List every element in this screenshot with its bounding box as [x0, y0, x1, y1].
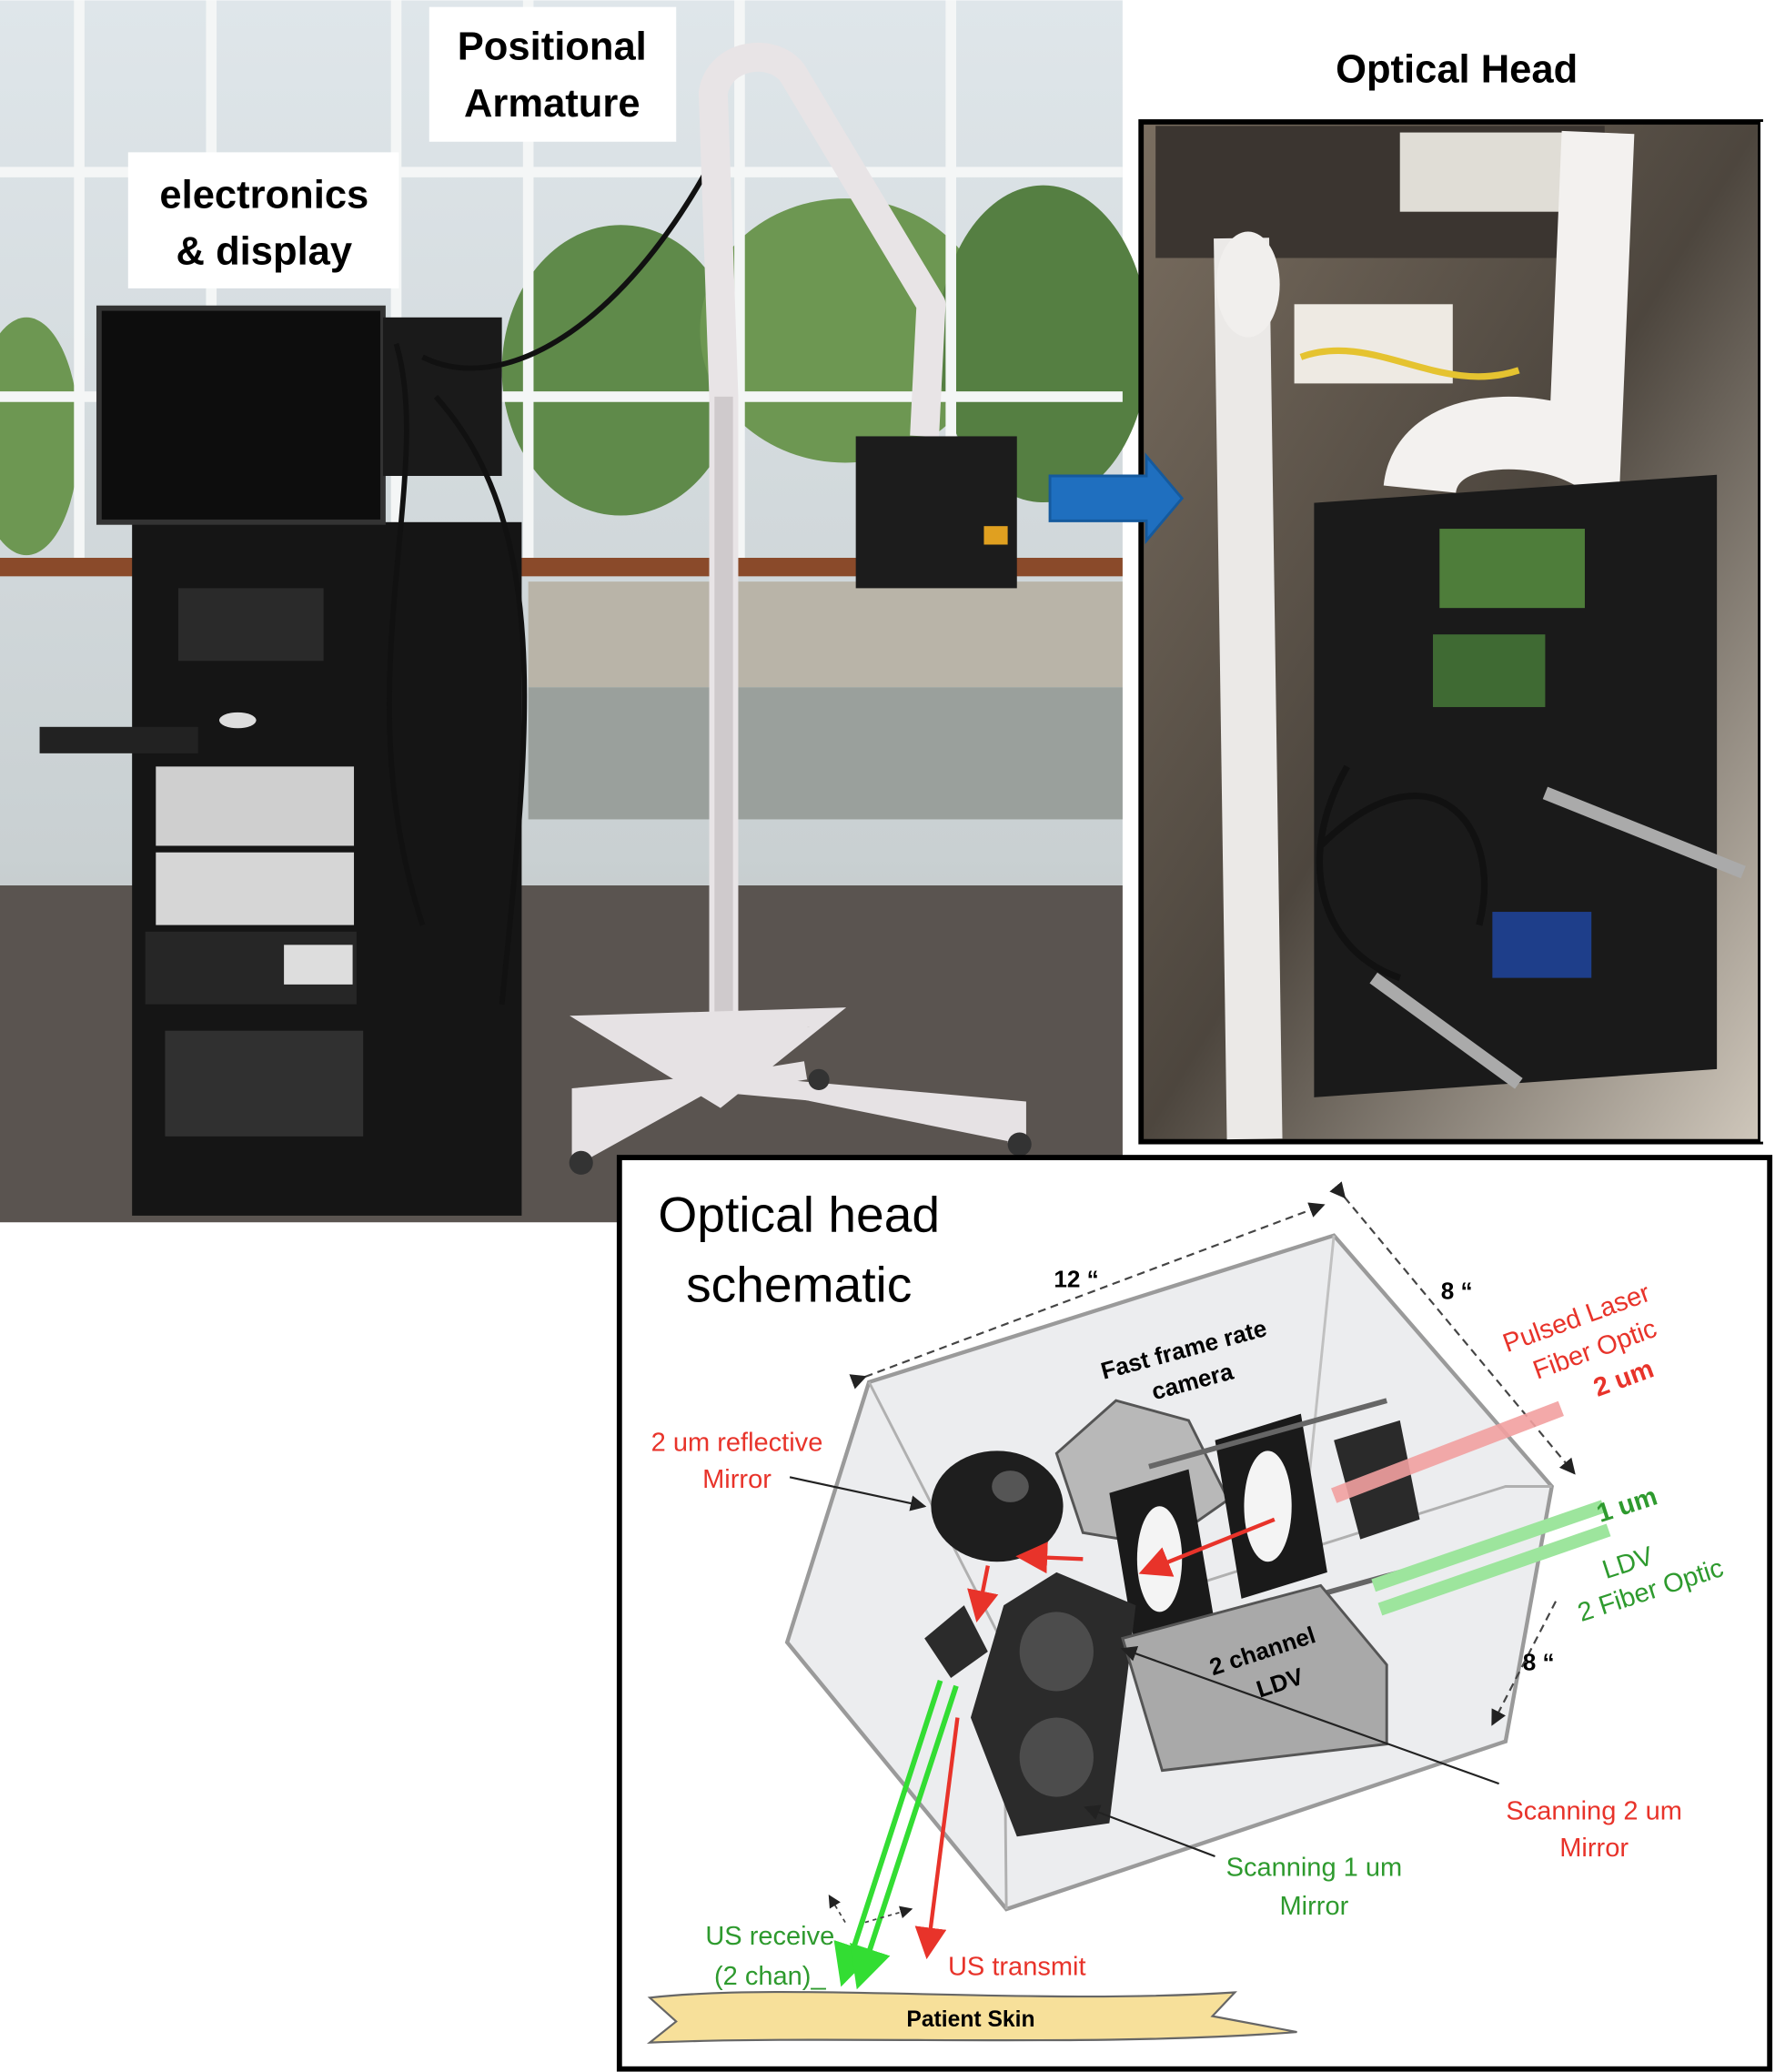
illustration-shape [931, 1450, 1064, 1562]
illustration-shape [1138, 1517, 1276, 1577]
illustration-shape [1542, 786, 1746, 879]
illustration-shape [569, 1150, 593, 1175]
illustration-shape [570, 1007, 1026, 1163]
illustration-shape [970, 1572, 1136, 1837]
arrow [1048, 452, 1185, 545]
photo-label: electronics [159, 173, 368, 217]
illustration-shape [0, 317, 80, 556]
mirror-label: 2 um reflective [651, 1428, 823, 1457]
illustration-shape [828, 1895, 846, 1923]
illustration-shape [914, 1717, 960, 1960]
illustration-shape [983, 526, 1008, 545]
illustration-shape [382, 317, 502, 477]
illustration-shape [924, 1605, 988, 1678]
illustration-shape [39, 726, 198, 753]
system-photo [0, 0, 1149, 1223]
schematic-title: schematic [686, 1256, 912, 1312]
scanning-2um-label: Scanning 2 um [1506, 1796, 1682, 1825]
optical-head-photo [1138, 119, 1763, 1145]
us-receive-label: US receive [705, 1922, 834, 1951]
us-receive-label: (2 chan)_ [714, 1962, 826, 1991]
illustration-shape [1329, 1181, 1576, 1475]
illustration-shape [1214, 238, 1283, 1140]
illustration-shape [1215, 231, 1280, 338]
illustration-shape [1120, 1645, 1499, 1785]
label-box [429, 6, 677, 142]
illustration-shape [1371, 1500, 1606, 1592]
illustration-shape [1383, 130, 1635, 508]
illustration-shape [992, 1471, 1029, 1502]
illustration-shape [646, 1990, 1297, 2044]
illustration-shape [1019, 1612, 1094, 1692]
scanning-1um-label: Mirror [1280, 1892, 1349, 1921]
illustration-shape [1299, 347, 1520, 380]
illustration-shape [1015, 1541, 1084, 1574]
scanning-2um-label: Mirror [1559, 1834, 1629, 1863]
illustration-shape [1316, 764, 1488, 982]
illustration-shape [96, 305, 386, 525]
illustration-shape [1492, 912, 1592, 978]
illustration-shape [1331, 1400, 1564, 1503]
photo-label: & display [176, 230, 353, 274]
illustration-shape [1439, 529, 1585, 609]
margin [1760, 121, 1775, 1142]
illustration-shape [864, 1905, 913, 1924]
mirror-label: Mirror [702, 1465, 772, 1494]
illustration-shape [156, 766, 355, 846]
illustration-shape [177, 588, 324, 662]
photo-title: Optical Head [1336, 47, 1578, 91]
illustration-shape [156, 852, 355, 925]
patient-skin-label: Patient Skin [906, 2007, 1034, 2032]
illustration-shape [855, 436, 1017, 589]
illustration-shape [1491, 1601, 1557, 1726]
illustration-shape [850, 1684, 959, 1990]
illustration-shape [528, 687, 1123, 820]
illustration-shape [501, 225, 740, 516]
dimension-label: 8 “ [1441, 1277, 1473, 1304]
photo-label: Positional [458, 25, 647, 69]
illustration-shape [967, 1565, 999, 1622]
illustration-shape [1019, 1717, 1094, 1797]
label-box [127, 152, 399, 288]
illustration-shape [1148, 1398, 1387, 1470]
illustration-shape [387, 157, 716, 1005]
illustration-shape [698, 42, 946, 1031]
dimension-label: 8 “ [1523, 1648, 1555, 1675]
illustration-shape [1314, 474, 1718, 1097]
illustration-shape [1433, 634, 1546, 708]
illustration-shape [849, 1202, 1326, 1390]
schematic-title: Optical head [658, 1186, 940, 1242]
illustration-shape [1399, 132, 1572, 212]
illustration-shape [218, 712, 257, 729]
illustration-shape [1377, 1523, 1611, 1616]
illustration-shape [1084, 1804, 1215, 1857]
illustration-shape [1007, 1132, 1032, 1157]
illustration-shape [1121, 1583, 1388, 1773]
dimension-label: 12 “ [1054, 1265, 1098, 1292]
illustration-shape [1244, 1450, 1292, 1562]
illustration-shape [1369, 972, 1523, 1089]
illustration-shape [937, 185, 1149, 503]
schematic [616, 1155, 1773, 2072]
illustration-shape [528, 581, 1123, 688]
photo-label: Armature [464, 82, 640, 126]
illustration-shape [833, 1680, 943, 1987]
scanning-1um-label: Scanning 1 um [1226, 1854, 1403, 1883]
illustration-shape [284, 945, 353, 985]
illustration-shape [165, 1030, 364, 1137]
us-transmit-label: US transmit [948, 1953, 1086, 1982]
illustration-shape [789, 1476, 927, 1511]
illustration-shape [808, 1068, 830, 1091]
